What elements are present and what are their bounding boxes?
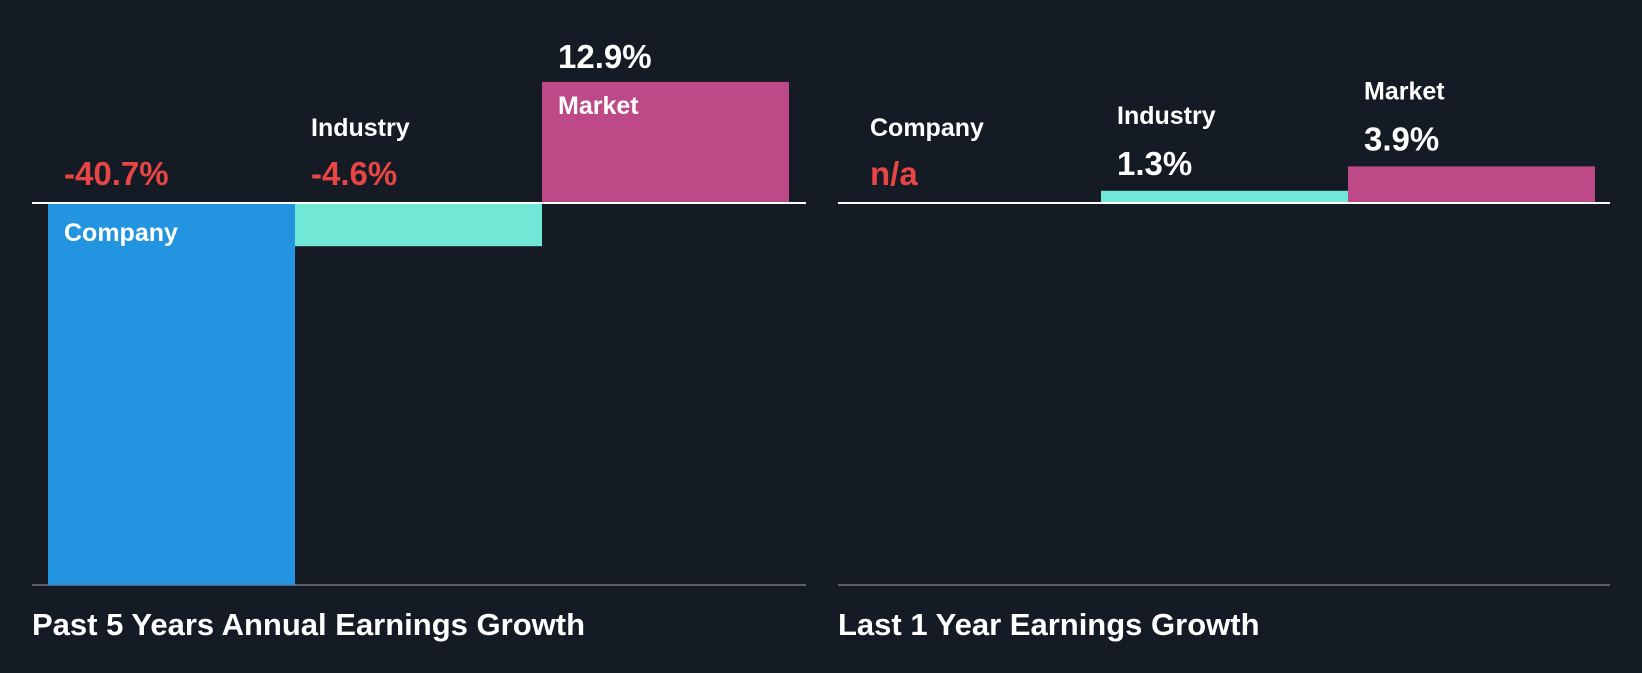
- chart-1-category-industry: Industry: [311, 114, 410, 142]
- chart-2-category-market: Market: [1364, 77, 1445, 105]
- chart-2-bar-market: [1348, 166, 1595, 203]
- chart-2-category-industry: Industry: [1117, 102, 1216, 130]
- chart-1-bar-industry: [295, 203, 542, 247]
- chart-2-value-company: n/a: [870, 155, 918, 192]
- chart-2-category-company: Company: [870, 114, 984, 142]
- chart-1-bar-company: [48, 203, 295, 585]
- chart-2-title: Last 1 Year Earnings Growth: [838, 607, 1260, 642]
- chart-1-category-company: Company: [64, 219, 178, 247]
- chart-2-value-market: 3.9%: [1364, 120, 1439, 157]
- chart-1-value-industry: -4.6%: [311, 155, 397, 192]
- chart-1-bar-market: [542, 81, 789, 203]
- chart-2-value-industry: 1.3%: [1117, 145, 1192, 182]
- chart-2-bar-industry: [1101, 190, 1348, 203]
- chart-1-title: Past 5 Years Annual Earnings Growth: [32, 607, 585, 642]
- chart-1-value-company: -40.7%: [64, 155, 169, 192]
- chart-1-category-market: Market: [558, 92, 639, 120]
- chart-1-value-market: 12.9%: [558, 38, 652, 75]
